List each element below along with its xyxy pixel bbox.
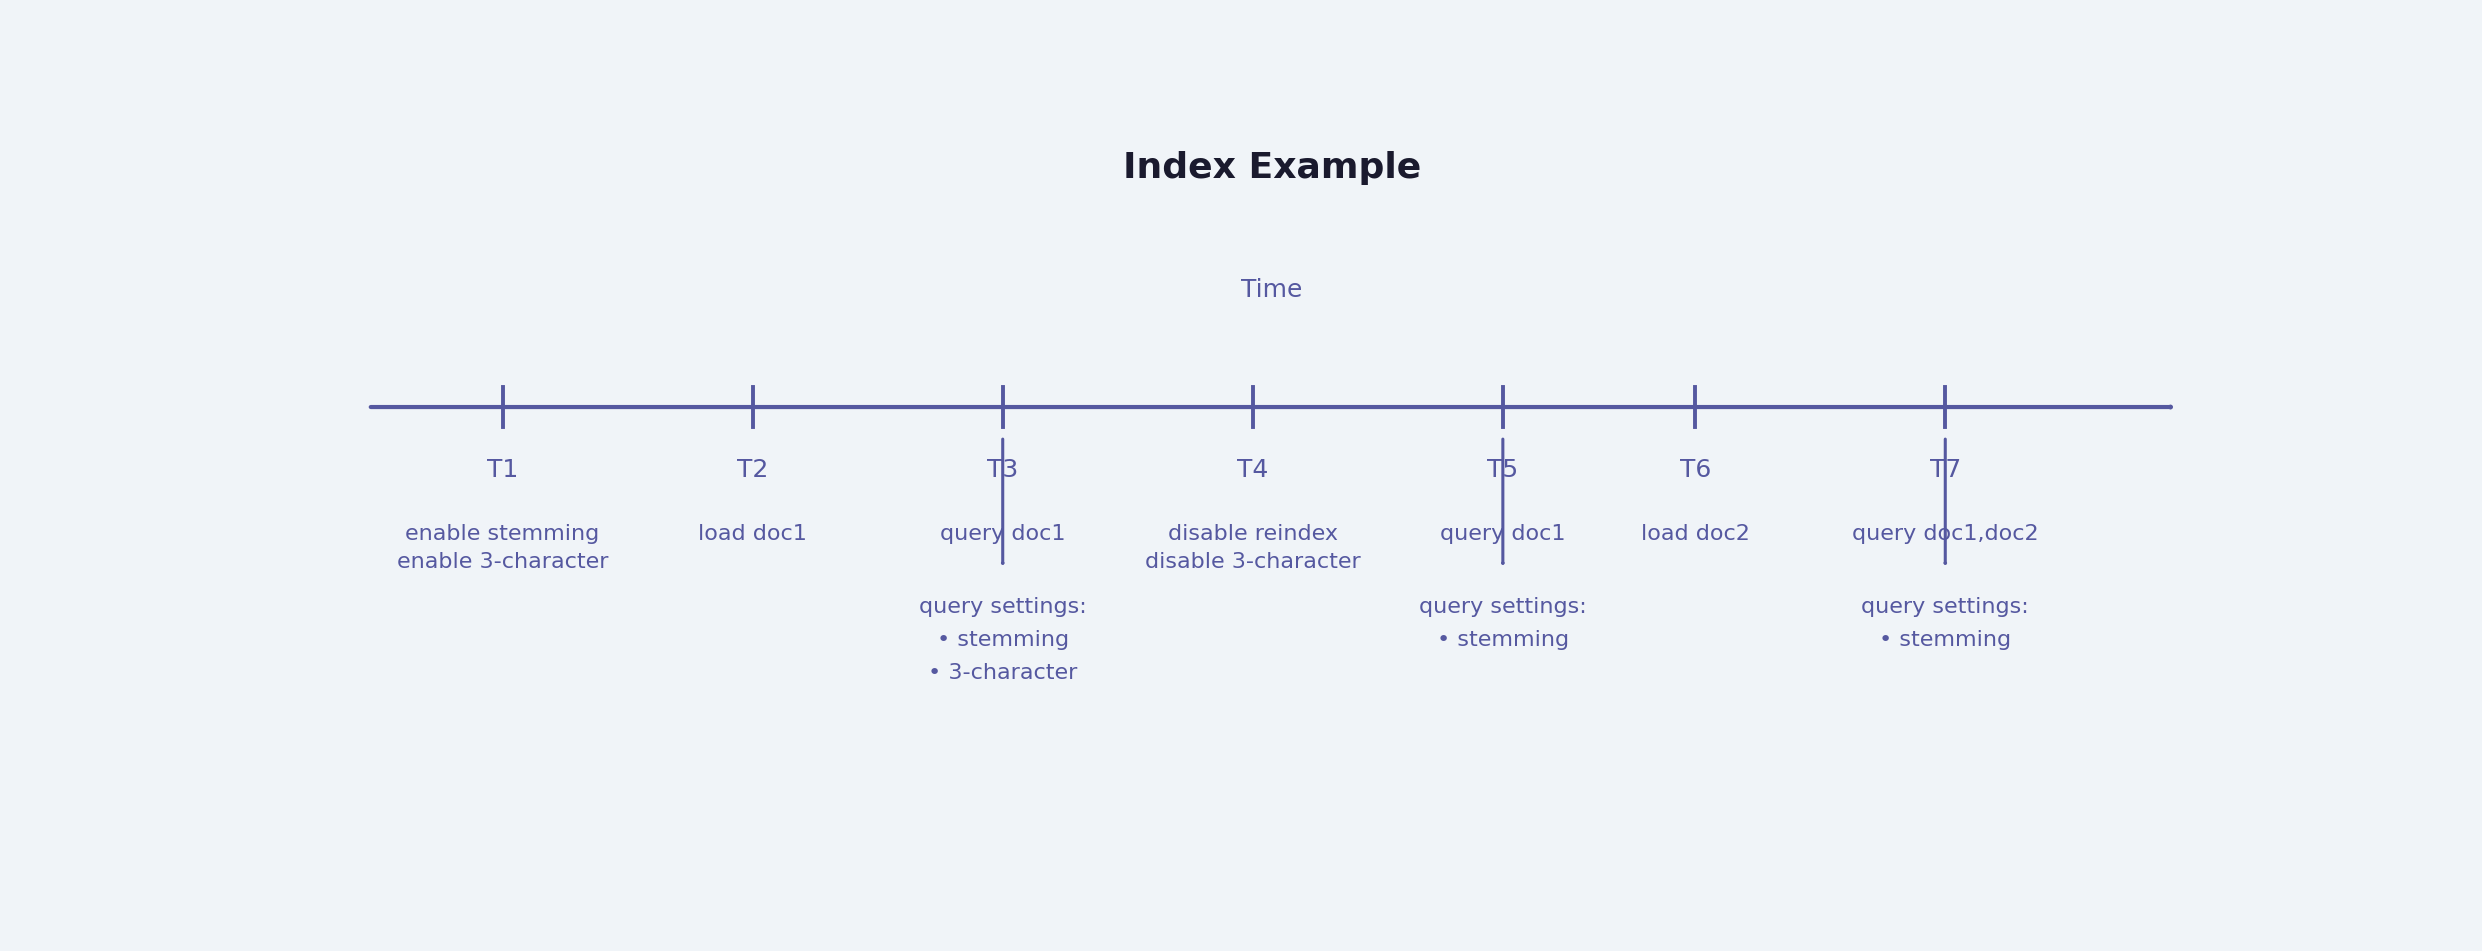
Text: query doc1: query doc1 — [1440, 524, 1566, 544]
Text: query settings:
• stemming
• 3-character: query settings: • stemming • 3-character — [918, 597, 1087, 683]
Text: disable reindex
disable 3-character: disable reindex disable 3-character — [1144, 524, 1360, 573]
Text: T2: T2 — [737, 458, 769, 482]
Text: T4: T4 — [1236, 458, 1268, 482]
Text: T5: T5 — [1487, 458, 1519, 482]
Text: T3: T3 — [988, 458, 1018, 482]
Text: query doc1: query doc1 — [941, 524, 1065, 544]
Text: Index Example: Index Example — [1122, 151, 1422, 184]
Text: T6: T6 — [1680, 458, 1710, 482]
Text: T7: T7 — [1929, 458, 1961, 482]
Text: query doc1,doc2: query doc1,doc2 — [1852, 524, 2038, 544]
Text: load doc1: load doc1 — [697, 524, 807, 544]
Text: T1: T1 — [486, 458, 519, 482]
Text: Time: Time — [1241, 278, 1303, 301]
Text: enable stemming
enable 3-character: enable stemming enable 3-character — [397, 524, 608, 573]
Text: query settings:
• stemming: query settings: • stemming — [1862, 597, 2030, 650]
Text: query settings:
• stemming: query settings: • stemming — [1420, 597, 1586, 650]
Text: load doc2: load doc2 — [1641, 524, 1750, 544]
